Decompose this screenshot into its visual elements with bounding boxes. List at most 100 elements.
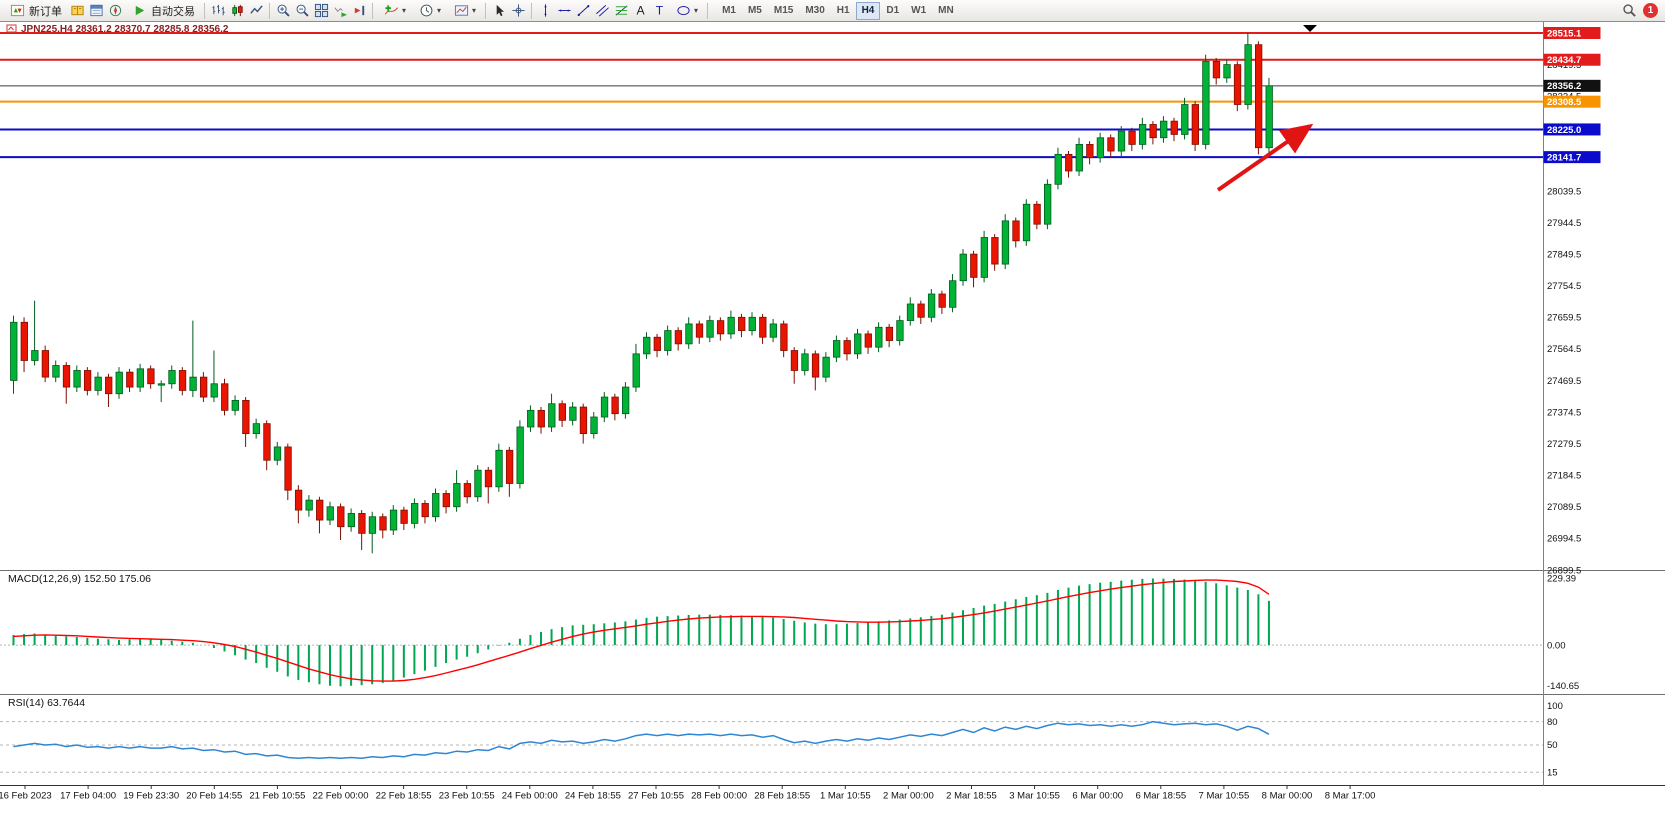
templates-button[interactable]: ▾ bbox=[447, 1, 481, 21]
price-badge bbox=[1543, 95, 1601, 108]
svg-text:6 Mar 18:55: 6 Mar 18:55 bbox=[1135, 791, 1186, 802]
timeframe-h4[interactable]: H4 bbox=[855, 1, 881, 20]
ellipse-shape-icon bbox=[674, 2, 692, 20]
data-window-icon[interactable] bbox=[87, 2, 105, 20]
timeframe-w1[interactable]: W1 bbox=[911, 5, 927, 16]
new-order-icon bbox=[8, 2, 26, 20]
svg-text:27944.5: 27944.5 bbox=[1547, 218, 1581, 229]
price-badge bbox=[1543, 53, 1601, 66]
toolbar-separator bbox=[372, 2, 373, 19]
timeframe-m5[interactable]: M5 bbox=[747, 5, 762, 16]
svg-text:28308.5: 28308.5 bbox=[1547, 97, 1582, 108]
svg-text:6 Mar 00:00: 6 Mar 00:00 bbox=[1072, 791, 1123, 802]
vertical-line-tool-icon[interactable] bbox=[536, 2, 554, 20]
navigator-icon[interactable] bbox=[106, 2, 124, 20]
trendline-tool-icon[interactable] bbox=[574, 2, 592, 20]
svg-text:20 Feb 14:55: 20 Feb 14:55 bbox=[186, 791, 242, 802]
timeframe-m15[interactable]: M15 bbox=[773, 5, 794, 16]
toolbar-separator bbox=[204, 2, 205, 19]
chart-shift-icon[interactable] bbox=[350, 2, 368, 20]
svg-text:16 Feb 2023: 16 Feb 2023 bbox=[0, 791, 52, 802]
search-icon[interactable] bbox=[1620, 2, 1638, 20]
new-order-label: 新订单 bbox=[29, 5, 62, 18]
chevron-down-icon: ▾ bbox=[472, 6, 477, 15]
timeframe-h1[interactable]: H1 bbox=[836, 5, 850, 16]
timeframe-d1[interactable]: D1 bbox=[886, 5, 900, 16]
svg-text:24 Feb 00:00: 24 Feb 00:00 bbox=[502, 791, 558, 802]
svg-text:26994.5: 26994.5 bbox=[1547, 534, 1581, 545]
text-tool-icon[interactable]: A bbox=[631, 2, 649, 20]
horizontal-line-tool-icon[interactable] bbox=[555, 2, 573, 20]
toolbar-separator bbox=[269, 2, 270, 19]
svg-text:A: A bbox=[636, 4, 645, 18]
crosshair-icon[interactable] bbox=[509, 2, 527, 20]
indicator-level-lines bbox=[0, 644, 1543, 773]
svg-text:24 Feb 18:55: 24 Feb 18:55 bbox=[565, 791, 621, 802]
svg-text:27469.5: 27469.5 bbox=[1547, 376, 1581, 387]
periods-button[interactable]: ▾ bbox=[412, 1, 446, 21]
label-tool-icon[interactable]: T bbox=[650, 2, 668, 20]
svg-text:-140.65: -140.65 bbox=[1547, 681, 1579, 692]
auto-scroll-icon[interactable] bbox=[331, 2, 349, 20]
market-watch-icon[interactable] bbox=[68, 2, 86, 20]
price-lines bbox=[0, 32, 1543, 159]
symbol-ohlc-readout: JPN225,H4 28361.2 28370.7 28285.8 28356.… bbox=[21, 24, 229, 35]
svg-text:229.39: 229.39 bbox=[1547, 574, 1576, 585]
trend-arrow[interactable] bbox=[1216, 123, 1314, 192]
svg-text:28434.7: 28434.7 bbox=[1547, 55, 1581, 66]
svg-text:28356.2: 28356.2 bbox=[1547, 81, 1581, 92]
clock-icon bbox=[417, 2, 435, 20]
chart-window: 28419.528324.528229.528134.528039.527944… bbox=[0, 22, 1665, 839]
svg-text:T: T bbox=[655, 4, 663, 18]
timeframe-m1[interactable]: M1 bbox=[722, 5, 736, 16]
svg-text:27374.5: 27374.5 bbox=[1547, 407, 1581, 418]
svg-text:8 Mar 17:00: 8 Mar 17:00 bbox=[1325, 791, 1376, 802]
price-badge bbox=[1543, 27, 1601, 39]
cursor-icon[interactable] bbox=[490, 2, 508, 20]
svg-text:27279.5: 27279.5 bbox=[1547, 439, 1581, 450]
fibonacci-tool-icon[interactable] bbox=[612, 2, 630, 20]
svg-text:28 Feb 00:00: 28 Feb 00:00 bbox=[691, 791, 747, 802]
svg-text:22 Feb 18:55: 22 Feb 18:55 bbox=[376, 791, 432, 802]
chart-canvas[interactable]: 28419.528324.528229.528134.528039.527944… bbox=[0, 22, 1665, 839]
toolbar-separator bbox=[485, 2, 487, 19]
candlestick-chart-icon[interactable] bbox=[228, 2, 246, 20]
chevron-down-icon: ▾ bbox=[694, 6, 699, 15]
line-chart-icon[interactable] bbox=[247, 2, 265, 20]
auto-trading-button[interactable]: 自动交易 bbox=[125, 1, 200, 21]
tile-windows-icon[interactable] bbox=[312, 2, 330, 20]
zoom-out-icon[interactable] bbox=[293, 2, 311, 20]
indicators-button[interactable]: ▾ bbox=[377, 1, 411, 21]
timeframe-mn[interactable]: MN bbox=[938, 5, 954, 16]
rsi-indicator bbox=[13, 720, 1270, 760]
notification-badge[interactable]: 1 bbox=[1643, 3, 1658, 18]
svg-text:28 Feb 18:55: 28 Feb 18:55 bbox=[754, 791, 810, 802]
shapes-button[interactable]: ▾ bbox=[669, 1, 703, 21]
svg-text:27184.5: 27184.5 bbox=[1547, 471, 1581, 482]
svg-text:27 Feb 10:55: 27 Feb 10:55 bbox=[628, 791, 684, 802]
svg-text:28039.5: 28039.5 bbox=[1547, 186, 1581, 197]
auto-trading-label: 自动交易 bbox=[151, 5, 195, 18]
rsi-line bbox=[13, 720, 1270, 760]
new-order-button[interactable]: 新订单 bbox=[3, 1, 67, 21]
svg-text:27754.5: 27754.5 bbox=[1547, 281, 1581, 292]
zoom-in-icon[interactable] bbox=[274, 2, 292, 20]
svg-text:28141.7: 28141.7 bbox=[1547, 153, 1581, 164]
macd-signal-line bbox=[13, 579, 1270, 682]
toolbar-separator bbox=[707, 2, 709, 19]
symbol-icon bbox=[6, 24, 17, 33]
candlesticks bbox=[10, 33, 1273, 554]
svg-text:1 Mar 10:55: 1 Mar 10:55 bbox=[820, 791, 871, 802]
svg-text:22 Feb 00:00: 22 Feb 00:00 bbox=[313, 791, 369, 802]
toolbar-separator bbox=[531, 2, 533, 19]
svg-text:19 Feb 23:30: 19 Feb 23:30 bbox=[123, 791, 179, 802]
price-badge bbox=[1543, 151, 1601, 164]
svg-text:17 Feb 04:00: 17 Feb 04:00 bbox=[60, 791, 116, 802]
channel-tool-icon[interactable] bbox=[593, 2, 611, 20]
timeframe-m30[interactable]: M30 bbox=[805, 5, 825, 16]
svg-text:27564.5: 27564.5 bbox=[1547, 344, 1581, 355]
timeframe-group: M1 M5 M15 M30 H1 H4 D1 W1 MN bbox=[716, 1, 960, 20]
svg-text:15: 15 bbox=[1547, 768, 1558, 779]
bar-chart-icon[interactable] bbox=[209, 2, 227, 20]
svg-text:2 Mar 18:55: 2 Mar 18:55 bbox=[946, 791, 997, 802]
